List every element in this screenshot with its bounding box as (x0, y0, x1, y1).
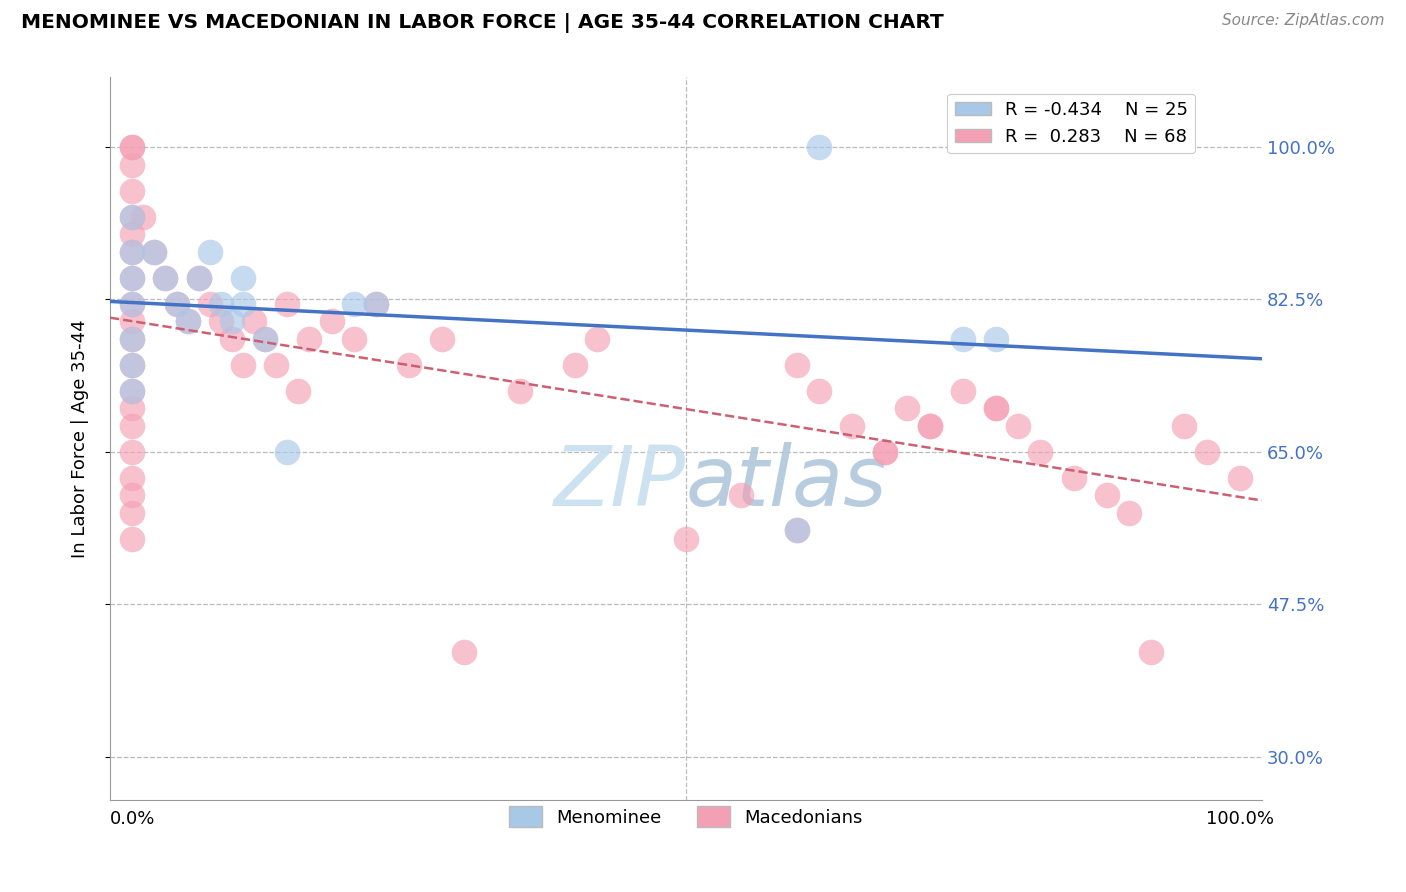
Point (176, 314, 198, 328)
Text: atlas: atlas (686, 442, 887, 523)
Point (807, 384, 830, 398)
Point (121, 244, 143, 259)
Point (675, 532, 697, 546)
Point (343, 332, 366, 346)
Point (198, 297, 221, 311)
Point (166, 297, 188, 311)
Point (243, 314, 266, 328)
Point (155, 270, 177, 285)
Point (807, 140, 830, 154)
Point (1140, 645, 1163, 659)
Point (121, 445, 143, 459)
Point (984, 401, 1007, 416)
Point (121, 506, 143, 520)
Point (166, 297, 188, 311)
Text: MENOMINEE VS MACEDONIAN IN LABOR FORCE | AGE 35-44 CORRELATION CHART: MENOMINEE VS MACEDONIAN IN LABOR FORCE |… (21, 13, 943, 33)
Point (254, 332, 277, 346)
Point (841, 418, 863, 433)
Point (121, 270, 143, 285)
Point (155, 270, 177, 285)
Point (121, 418, 143, 433)
Point (298, 332, 321, 346)
Point (1195, 445, 1218, 459)
Point (586, 332, 609, 346)
Point (1173, 418, 1195, 433)
Point (364, 297, 387, 311)
Point (232, 297, 254, 311)
Text: ZIP: ZIP (554, 442, 686, 523)
Point (121, 332, 143, 346)
Point (730, 488, 752, 502)
Point (984, 401, 1007, 416)
Point (209, 297, 232, 311)
Point (786, 523, 808, 537)
Point (121, 297, 143, 311)
Point (453, 645, 475, 659)
Point (121, 297, 143, 311)
Point (1229, 471, 1251, 485)
Point (121, 210, 143, 224)
Point (875, 445, 897, 459)
Point (121, 314, 143, 328)
Point (952, 332, 974, 346)
Point (121, 140, 143, 154)
Point (232, 358, 254, 372)
Point (121, 384, 143, 398)
Point (254, 332, 277, 346)
Point (432, 332, 454, 346)
Point (918, 418, 941, 433)
Point (121, 358, 143, 372)
Point (132, 210, 155, 224)
Point (121, 227, 143, 242)
Text: Source: ZipAtlas.com: Source: ZipAtlas.com (1222, 13, 1385, 29)
Point (121, 332, 143, 346)
Point (121, 358, 143, 372)
Point (121, 210, 143, 224)
Point (786, 358, 808, 372)
Point (1029, 445, 1052, 459)
Point (143, 244, 166, 259)
Point (343, 297, 366, 311)
Point (984, 332, 1007, 346)
Point (143, 244, 166, 259)
Point (276, 445, 298, 459)
Point (187, 270, 209, 285)
Point (952, 384, 974, 398)
Point (875, 445, 897, 459)
Point (121, 471, 143, 485)
Point (209, 314, 232, 328)
Point (264, 358, 287, 372)
Legend: Menominee, Macedonians: Menominee, Macedonians (502, 799, 870, 835)
Point (121, 270, 143, 285)
Point (198, 244, 221, 259)
Y-axis label: In Labor Force | Age 35-44: In Labor Force | Age 35-44 (72, 319, 89, 558)
Point (918, 418, 941, 433)
Point (121, 532, 143, 546)
Point (121, 157, 143, 171)
Point (176, 314, 198, 328)
Point (221, 314, 243, 328)
Point (1118, 506, 1140, 520)
Point (121, 384, 143, 398)
Point (287, 384, 309, 398)
Point (187, 270, 209, 285)
Point (121, 488, 143, 502)
Point (1063, 471, 1085, 485)
Point (1095, 488, 1118, 502)
Point (121, 401, 143, 416)
Point (398, 358, 420, 372)
Point (509, 384, 531, 398)
Point (564, 358, 586, 372)
Point (232, 270, 254, 285)
Point (121, 184, 143, 198)
Point (121, 244, 143, 259)
Point (276, 297, 298, 311)
Point (786, 523, 808, 537)
Point (896, 401, 918, 416)
Point (121, 140, 143, 154)
Point (321, 314, 343, 328)
Point (1007, 418, 1029, 433)
Point (364, 297, 387, 311)
Point (221, 332, 243, 346)
